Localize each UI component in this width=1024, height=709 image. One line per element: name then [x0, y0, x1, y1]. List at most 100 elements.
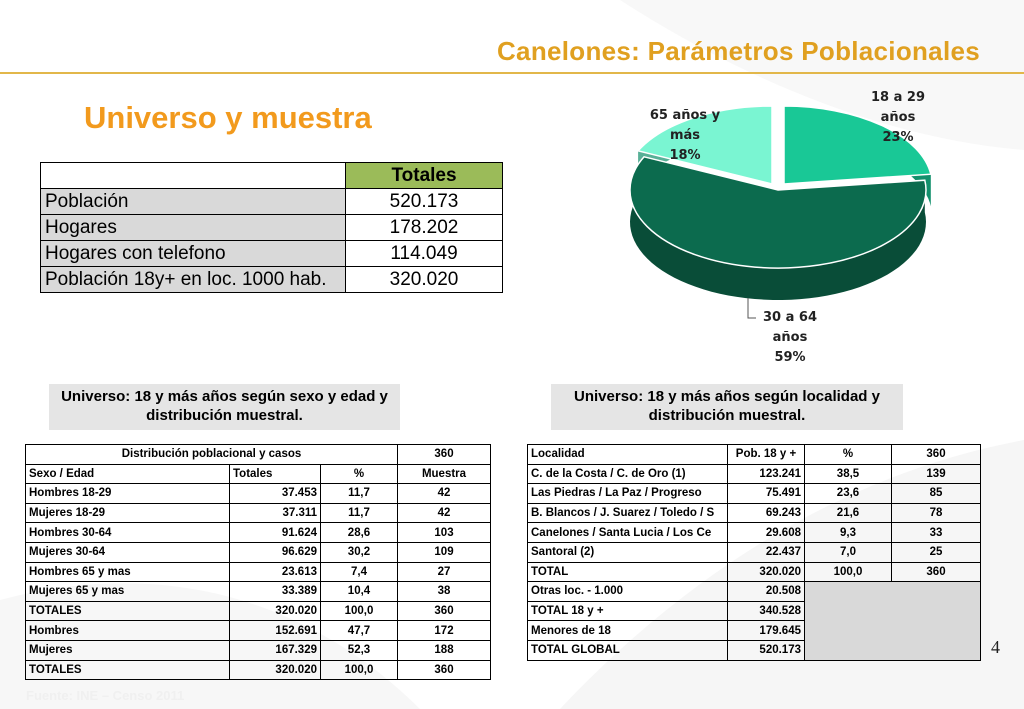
row-percent: 11,7 — [320, 483, 398, 504]
table-row: Mujeres 167.329 52,3 188 — [25, 639, 491, 661]
column-header: Totales — [229, 463, 321, 485]
row-label: Mujeres — [25, 639, 230, 661]
totals-value: 520.173 — [345, 188, 503, 215]
row-sample: 103 — [397, 522, 491, 543]
pie-label-18-29: 18 a 29 años 23% — [858, 88, 938, 148]
row-percent: 52,3 — [320, 639, 398, 661]
column-header: Localidad — [527, 444, 728, 465]
table-row: TOTALES 320.020 100,0 360 — [25, 659, 491, 681]
table-row: TOTAL GLOBAL 520.173 — [527, 639, 981, 661]
table-row: Hogares 178.202 — [40, 214, 503, 241]
row-sample: 85 — [891, 483, 981, 504]
table-title-value: 360 — [397, 444, 491, 465]
row-percent: 47,7 — [320, 620, 398, 641]
pie-label-line: 65 años y — [649, 108, 721, 123]
table-row: Canelones / Santa Lucia / Los Ce 29.608 9,… — [527, 522, 981, 543]
table-row: C. de la Costa / C. de Oro (1) 123.241 38,… — [527, 463, 981, 485]
column-header: Pob. 18 y + — [727, 444, 805, 465]
table-title: Distribución poblacional y casos — [25, 444, 398, 465]
row-sample: 360 — [891, 561, 981, 583]
row-total: 320.020 — [229, 600, 321, 622]
row-label: Mujeres 65 y mas — [25, 581, 230, 602]
row-sample: 139 — [891, 463, 981, 485]
row-label: Las Piedras / La Paz / Progreso — [527, 483, 728, 504]
row-sample: 33 — [891, 522, 981, 543]
totals-value: 320.020 — [345, 266, 503, 293]
locality-table-body: C. de la Costa / C. de Oro (1) 123.241 38,… — [527, 463, 981, 661]
row-sample: 172 — [397, 620, 491, 641]
row-sample: 360 — [397, 600, 491, 622]
table-header-row: Localidad Pob. 18 y + % 360 — [527, 444, 981, 465]
row-percent: 9,3 — [804, 522, 892, 543]
row-label: TOTALES — [25, 600, 230, 622]
slide-title: Canelones: Parámetros Poblacionales — [496, 36, 980, 66]
section-title: Universo y muestra — [84, 100, 372, 135]
row-label: Mujeres 30-64 — [25, 541, 230, 563]
empty-gray-block — [804, 581, 981, 661]
pie-slice-side — [630, 156, 926, 300]
pie-chart-svg — [629, 105, 932, 319]
row-population: 340.528 — [727, 600, 805, 622]
pie-label-line: más — [669, 128, 701, 143]
row-label: Mujeres 18-29 — [25, 502, 230, 524]
row-total: 37.453 — [229, 483, 321, 504]
row-total: 37.311 — [229, 502, 321, 524]
column-header: % — [320, 463, 398, 485]
table-row: Santoral (2) 22.437 7,0 25 — [527, 541, 981, 563]
totals-header-empty — [40, 162, 346, 189]
pie-label-line: 18% — [669, 148, 701, 163]
row-percent: 21,6 — [804, 502, 892, 524]
pie-slice — [636, 105, 773, 185]
row-label: TOTALES — [25, 659, 230, 681]
table-row: Mujeres 65 y mas 33.389 10,4 38 — [25, 581, 491, 602]
row-population: 22.437 — [727, 541, 805, 563]
row-label: Otras loc. - 1.000 — [527, 581, 728, 602]
table-row: Hombres 152.691 47,7 172 — [25, 620, 491, 641]
row-percent: 100,0 — [320, 600, 398, 622]
table-row: Población 18y+ en loc. 1000 hab. 320.020 — [40, 266, 503, 293]
row-population: 20.508 — [727, 581, 805, 602]
column-header: Sexo / Edad — [25, 463, 230, 485]
row-total: 33.389 — [229, 581, 321, 602]
row-population: 69.243 — [727, 502, 805, 524]
row-percent: 100,0 — [320, 659, 398, 681]
sex-age-table: Distribución poblacional y casos 360 Sex… — [25, 444, 491, 681]
table-row: Las Piedras / La Paz / Progreso 75.491 23,… — [527, 483, 981, 504]
totals-value: 114.049 — [345, 240, 503, 267]
locality-table: Localidad Pob. 18 y + % 360 C. de la Cos… — [527, 444, 981, 661]
row-sample: 42 — [397, 502, 491, 524]
row-population: 75.491 — [727, 483, 805, 504]
row-sample: 27 — [397, 561, 491, 583]
table-row: Hombres 30-64 91.624 28,6 103 — [25, 522, 491, 543]
column-header: Muestra — [397, 463, 491, 485]
row-label: Santoral (2) — [527, 541, 728, 563]
row-label: TOTAL GLOBAL — [527, 639, 728, 661]
table-row: Menores de 18 179.645 — [527, 620, 981, 641]
row-percent: 7,4 — [320, 561, 398, 583]
caption-sex-age: Universo: 18 y más años según sexo y eda… — [49, 384, 400, 430]
row-population: 320.020 — [727, 561, 805, 583]
row-population: 29.608 — [727, 522, 805, 543]
age-pie-chart: 18 a 29 años 23% 65 años y más 18% 30 a … — [600, 80, 980, 380]
pie-label-line: 59% — [774, 350, 806, 365]
row-percent: 7,0 — [804, 541, 892, 563]
table-row: Mujeres 30-64 96.629 30,2 109 — [25, 541, 491, 563]
row-sample: 109 — [397, 541, 491, 563]
column-header: 360 — [891, 444, 981, 465]
table-row: Mujeres 18-29 37.311 11,7 42 — [25, 502, 491, 524]
totals-header-row: Totales — [40, 162, 503, 189]
row-total: 91.624 — [229, 522, 321, 543]
title-divider — [0, 72, 1024, 74]
totals-label: Población 18y+ en loc. 1000 hab. — [40, 266, 346, 293]
row-label: C. de la Costa / C. de Oro (1) — [527, 463, 728, 485]
row-label: Menores de 18 — [527, 620, 728, 641]
pie-label-line: años — [880, 110, 916, 125]
pie-label-line: 30 a 64 — [762, 310, 817, 325]
row-population: 123.241 — [727, 463, 805, 485]
row-sample: 25 — [891, 541, 981, 563]
table-row: Otras loc. - 1.000 20.508 — [527, 581, 981, 661]
table-title-row: Distribución poblacional y casos 360 — [25, 444, 491, 465]
row-population: 520.173 — [727, 639, 805, 661]
pie-label-line: 18 a 29 — [870, 90, 925, 105]
row-percent: 100,0 — [804, 561, 892, 583]
